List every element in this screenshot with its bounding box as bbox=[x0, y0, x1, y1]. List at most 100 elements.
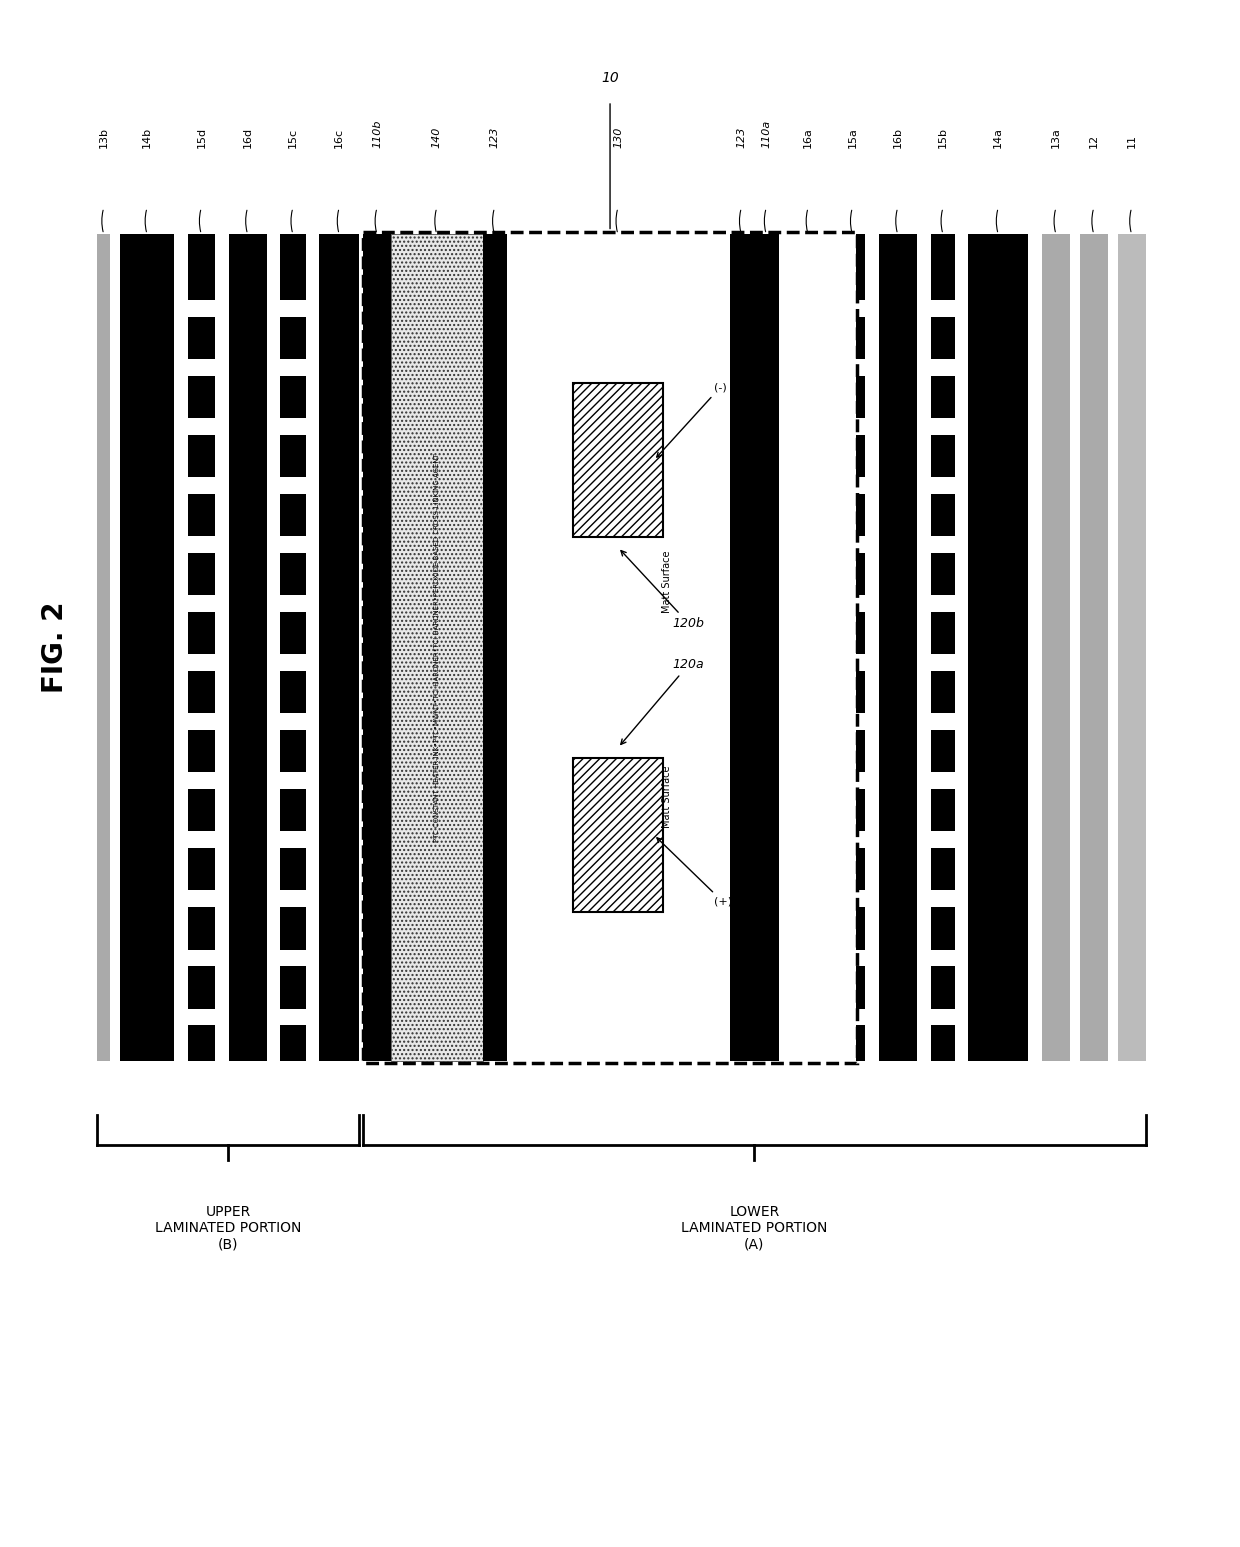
Text: UPPER
LAMINATED PORTION
(B): UPPER LAMINATED PORTION (B) bbox=[155, 1205, 301, 1252]
Bar bbox=[930, 537, 956, 552]
Bar bbox=[839, 537, 866, 552]
Bar bbox=[968, 235, 1028, 1061]
Bar bbox=[930, 831, 956, 848]
Bar bbox=[573, 384, 663, 537]
Bar bbox=[363, 235, 391, 1061]
Text: 130: 130 bbox=[613, 127, 622, 149]
Text: 10: 10 bbox=[601, 71, 619, 85]
Bar bbox=[839, 772, 866, 789]
Bar bbox=[279, 654, 308, 671]
Text: (-): (-) bbox=[657, 382, 727, 456]
Bar bbox=[930, 654, 956, 671]
Text: 15b: 15b bbox=[937, 127, 949, 149]
Text: 140: 140 bbox=[432, 127, 441, 149]
Text: Matt Surface: Matt Surface bbox=[662, 551, 672, 613]
Text: 16d: 16d bbox=[243, 127, 253, 149]
Bar bbox=[930, 418, 956, 435]
Bar bbox=[365, 235, 856, 1061]
Bar bbox=[363, 232, 857, 1063]
Bar bbox=[789, 235, 827, 1061]
Bar bbox=[839, 891, 866, 907]
Bar bbox=[839, 713, 866, 730]
Bar bbox=[754, 235, 779, 1061]
Bar bbox=[1042, 235, 1070, 1061]
Bar bbox=[120, 235, 174, 1061]
Bar bbox=[930, 772, 956, 789]
Bar bbox=[98, 235, 110, 1061]
Bar bbox=[930, 300, 956, 317]
Bar bbox=[187, 478, 216, 493]
Bar bbox=[187, 891, 216, 907]
Bar bbox=[839, 1009, 866, 1026]
Bar bbox=[279, 950, 308, 965]
Text: 11: 11 bbox=[1127, 135, 1137, 149]
Text: PTC CONSTANT HEATER-INK•PTC•MWNT•TCI HARDNER•TCI HARDNER•PEROXIDE-BASED CROSS-LI: PTC CONSTANT HEATER-INK•PTC•MWNT•TCI HAR… bbox=[434, 453, 440, 842]
Bar bbox=[279, 235, 306, 1061]
Text: (+): (+) bbox=[657, 838, 732, 907]
Bar bbox=[930, 891, 956, 907]
Bar bbox=[573, 758, 663, 913]
Bar bbox=[506, 235, 729, 1061]
Bar bbox=[279, 891, 308, 907]
Bar bbox=[279, 772, 308, 789]
Bar bbox=[930, 713, 956, 730]
Bar bbox=[729, 235, 754, 1061]
Text: 16b: 16b bbox=[893, 127, 903, 149]
Bar bbox=[482, 235, 506, 1061]
Text: 120a: 120a bbox=[621, 657, 704, 744]
Bar bbox=[187, 950, 216, 965]
Bar bbox=[187, 418, 216, 435]
Bar bbox=[279, 1009, 308, 1026]
Text: 13b: 13b bbox=[99, 127, 109, 149]
Bar bbox=[839, 300, 866, 317]
Text: 12: 12 bbox=[1089, 133, 1099, 149]
Bar bbox=[279, 537, 308, 552]
Text: FIG. 2: FIG. 2 bbox=[41, 602, 68, 693]
Bar bbox=[187, 300, 216, 317]
Bar bbox=[228, 235, 267, 1061]
Text: 123: 123 bbox=[737, 127, 746, 149]
Bar bbox=[930, 478, 956, 493]
Bar bbox=[839, 235, 864, 1061]
Bar bbox=[879, 235, 916, 1061]
Bar bbox=[839, 359, 866, 376]
Bar bbox=[930, 235, 956, 1061]
Bar bbox=[320, 235, 360, 1061]
Bar bbox=[930, 359, 956, 376]
Bar bbox=[187, 1009, 216, 1026]
Bar bbox=[930, 596, 956, 613]
Bar bbox=[187, 831, 216, 848]
Bar bbox=[839, 596, 866, 613]
Text: 110b: 110b bbox=[372, 119, 382, 149]
Bar bbox=[930, 950, 956, 965]
Bar bbox=[279, 300, 308, 317]
Bar bbox=[930, 1009, 956, 1026]
Bar bbox=[839, 831, 866, 848]
Bar bbox=[279, 359, 308, 376]
Bar bbox=[187, 654, 216, 671]
Bar bbox=[279, 478, 308, 493]
Text: Matt Surface: Matt Surface bbox=[662, 766, 672, 828]
Text: 123: 123 bbox=[490, 127, 500, 149]
Text: 110a: 110a bbox=[761, 119, 771, 149]
Bar bbox=[187, 772, 216, 789]
Bar bbox=[839, 418, 866, 435]
Bar bbox=[187, 596, 216, 613]
Text: 120b: 120b bbox=[621, 551, 704, 630]
Text: 13a: 13a bbox=[1052, 127, 1061, 149]
Bar bbox=[279, 418, 308, 435]
Text: 15d: 15d bbox=[196, 127, 206, 149]
Text: 15a: 15a bbox=[847, 127, 857, 149]
Text: 16c: 16c bbox=[335, 128, 345, 149]
Bar bbox=[839, 654, 866, 671]
Text: LOWER
LAMINATED PORTION
(A): LOWER LAMINATED PORTION (A) bbox=[681, 1205, 827, 1252]
Bar bbox=[839, 478, 866, 493]
Bar bbox=[187, 713, 216, 730]
Bar bbox=[279, 713, 308, 730]
Bar bbox=[187, 359, 216, 376]
Text: 15c: 15c bbox=[288, 128, 298, 149]
Bar bbox=[391, 235, 482, 1061]
Bar bbox=[839, 950, 866, 965]
Text: 14b: 14b bbox=[143, 127, 153, 149]
Bar bbox=[1117, 235, 1146, 1061]
